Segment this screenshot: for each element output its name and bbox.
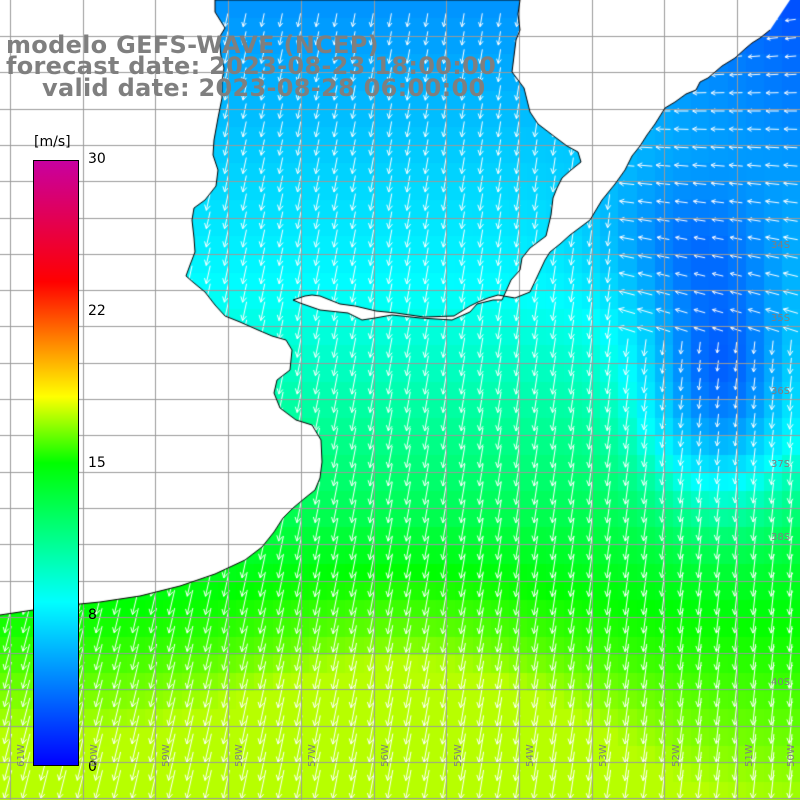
colorbar-label-22: 22 — [88, 303, 106, 319]
forecast-date: forecast date: 2023-08-23 18:00:00 — [6, 52, 497, 80]
lat-label: 34S — [771, 240, 791, 251]
lon-label: 60W — [88, 744, 100, 767]
lon-label: 50W — [785, 744, 797, 767]
lat-label: 36S — [771, 386, 791, 397]
lon-label: 55W — [452, 744, 464, 767]
lon-label: 57W — [306, 744, 318, 767]
lon-label: 58W — [233, 744, 245, 767]
colorbar-label-8: 8 — [88, 607, 97, 623]
lat-label: 38S — [771, 532, 791, 543]
lon-label: 53W — [597, 744, 609, 767]
valid-date: valid date: 2023-08-28 06:00:00 — [42, 74, 486, 102]
colorbar-label-15: 15 — [88, 455, 106, 471]
colorbar-label-30: 30 — [88, 151, 106, 167]
lat-label: 35S — [771, 313, 791, 324]
lon-label: 61W — [15, 744, 27, 767]
lon-label: 52W — [670, 744, 682, 767]
colorbar-label-0: 0 — [88, 759, 97, 775]
lon-label: 51W — [743, 744, 755, 767]
lon-label: 54W — [524, 744, 536, 767]
lat-label: 40S — [771, 677, 791, 688]
lon-label: 56W — [379, 744, 391, 767]
colorbar-gradient — [33, 160, 79, 766]
model-title: modelo GEFS-WAVE (NCEP) — [6, 31, 379, 59]
lat-label: 37S — [771, 459, 791, 470]
colorbar-unit: [m/s] — [34, 134, 71, 150]
lon-label: 59W — [160, 744, 172, 767]
